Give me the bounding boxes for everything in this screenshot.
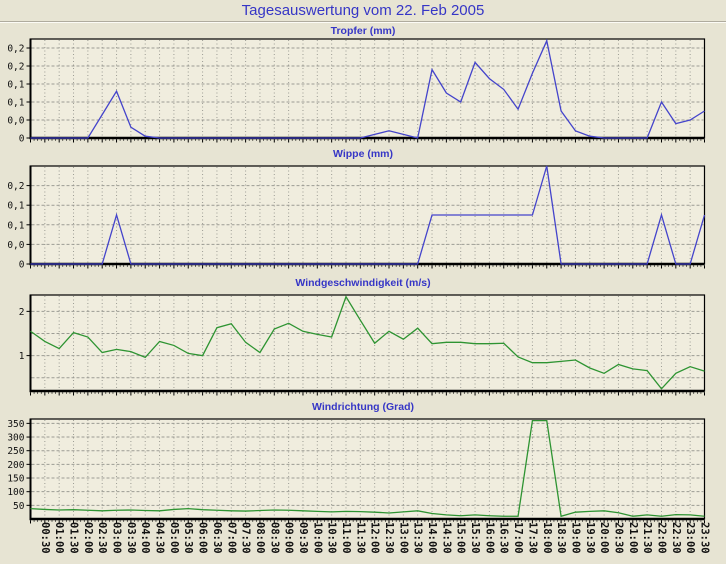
svg-text:0,1: 0,1 [7, 80, 24, 91]
svg-text:01:00: 01:00 [53, 522, 65, 554]
svg-text:09:30: 09:30 [297, 522, 309, 554]
svg-text:22:30: 22:30 [670, 522, 682, 554]
svg-text:13:30: 13:30 [412, 522, 424, 554]
svg-text:03:30: 03:30 [125, 522, 137, 554]
svg-text:17:00: 17:00 [512, 522, 524, 554]
svg-text:12:30: 12:30 [383, 522, 395, 554]
svg-text:02:30: 02:30 [96, 522, 108, 554]
chart-tropfer-plot: 0,2 0,2 0,1 0,1 0,0 0 [0, 38, 726, 145]
svg-text:0,1: 0,1 [7, 98, 24, 109]
chart-wippe: Wippe (mm) 0,2 0,1 0,1 0,0 0 [0, 139, 726, 271]
svg-text:11:00: 11:00 [340, 522, 352, 554]
svg-text:16:30: 16:30 [498, 522, 510, 554]
svg-text:19:00: 19:00 [569, 522, 581, 554]
svg-text:20:00: 20:00 [598, 522, 610, 554]
svg-text:09:00: 09:00 [283, 522, 295, 554]
svg-text:19:30: 19:30 [584, 522, 596, 554]
title-divider [0, 21, 726, 23]
svg-text:0,0: 0,0 [7, 116, 24, 127]
svg-text:17:30: 17:30 [526, 522, 538, 554]
svg-text:07:00: 07:00 [225, 522, 237, 554]
svg-text:0,0: 0,0 [7, 240, 24, 251]
chart-windrichtung: Windrichtung (Grad) 350 300 250 200 150 100 50 [0, 392, 726, 524]
svg-text:11:30: 11:30 [354, 522, 366, 554]
chart-title-wippe: Wippe (mm) [333, 148, 393, 160]
svg-text:06:30: 06:30 [211, 522, 223, 554]
svg-text:23:30: 23:30 [699, 522, 711, 554]
svg-text:21:30: 21:30 [641, 522, 653, 554]
svg-text:23:00: 23:00 [684, 522, 696, 554]
x-axis-time-labels: 00:30 01:00 01:30 02:00 02:30 03:00 03:30 04:00… [0, 520, 726, 563]
svg-text:07:30: 07:30 [240, 522, 252, 554]
svg-text:350: 350 [7, 419, 24, 430]
page-title: Tagesauswertung vom 22. Feb 2005 [241, 2, 485, 19]
chart-title-windrichtung: Windrichtung (Grad) [312, 401, 414, 413]
svg-text:0,2: 0,2 [7, 181, 24, 192]
svg-text:16:00: 16:00 [483, 522, 495, 554]
svg-text:0,2: 0,2 [7, 62, 24, 73]
svg-text:15:30: 15:30 [469, 522, 481, 554]
svg-text:2: 2 [19, 307, 25, 318]
svg-text:200: 200 [7, 460, 24, 471]
chart-title-tropfer: Tropfer (mm) [330, 25, 396, 37]
svg-text:08:30: 08:30 [268, 522, 280, 554]
svg-text:18:00: 18:00 [541, 522, 553, 554]
svg-text:21:00: 21:00 [627, 522, 639, 554]
svg-text:02:00: 02:00 [82, 522, 94, 554]
svg-text:0: 0 [19, 260, 25, 271]
svg-text:0,1: 0,1 [7, 201, 24, 212]
svg-text:0,1: 0,1 [7, 220, 24, 231]
svg-text:01:30: 01:30 [68, 522, 80, 554]
svg-text:10:30: 10:30 [326, 522, 338, 554]
svg-text:0,2: 0,2 [7, 44, 24, 55]
svg-text:05:00: 05:00 [168, 522, 180, 554]
svg-text:15:00: 15:00 [455, 522, 467, 554]
svg-text:300: 300 [7, 433, 24, 444]
svg-text:00:30: 00:30 [39, 522, 51, 554]
svg-text:04:00: 04:00 [139, 522, 151, 554]
svg-text:13:00: 13:00 [397, 522, 409, 554]
svg-text:250: 250 [7, 446, 24, 457]
svg-text:06:00: 06:00 [197, 522, 209, 554]
svg-text:100: 100 [7, 487, 24, 498]
chart-wippe-plot: 0,2 0,1 0,1 0,0 0 [0, 165, 726, 271]
chart-tropfer: Tropfer (mm) 0,2 0,2 0,1 0,1 0,0 0 [0, 23, 726, 145]
svg-text:18:30: 18:30 [555, 522, 567, 554]
svg-text:50: 50 [13, 501, 25, 512]
svg-text:10:00: 10:00 [311, 522, 323, 554]
svg-text:12:00: 12:00 [369, 522, 381, 554]
svg-text:0: 0 [19, 134, 25, 145]
svg-text:1: 1 [19, 351, 25, 362]
chart-title-windgeschwindigkeit: Windgeschwindigkeit (m/s) [295, 277, 431, 289]
svg-text:14:30: 14:30 [440, 522, 452, 554]
svg-text:14:00: 14:00 [426, 522, 438, 554]
svg-text:08:00: 08:00 [254, 522, 266, 554]
svg-text:150: 150 [7, 474, 24, 485]
svg-text:22:00: 22:00 [655, 522, 667, 554]
chart-windrichtung-plot: 350 300 250 200 150 100 50 [0, 418, 726, 524]
svg-text:05:30: 05:30 [182, 522, 194, 554]
svg-text:20:30: 20:30 [612, 522, 624, 554]
svg-text:03:00: 03:00 [111, 522, 123, 554]
svg-text:04:30: 04:30 [154, 522, 166, 554]
